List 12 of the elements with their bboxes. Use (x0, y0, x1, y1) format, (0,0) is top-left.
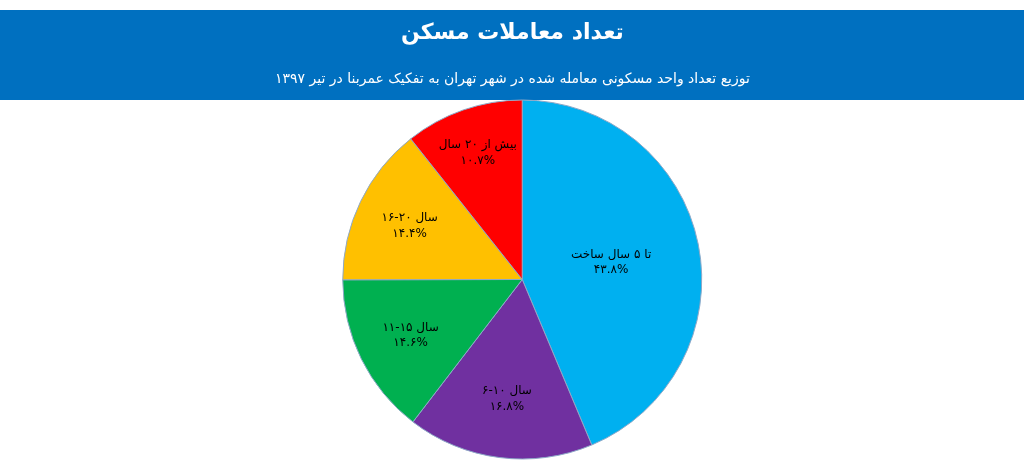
slice-label: ۱۱-۱۵ سال (382, 319, 439, 334)
data-label: ۱۰.۷% (460, 152, 496, 167)
data-label: ۱۴.۴% (392, 225, 427, 240)
data-label: ۱۶.۸% (489, 398, 525, 413)
chart-title: تعداد معاملات مسکن (401, 19, 624, 45)
data-label: ۱۴.۶% (393, 335, 428, 350)
chart-subtitle: توزیع تعداد واحد مسکونی معامله شده در شهر تهران به تفکیک عمربنا در تیر ۱۳۹۷ (275, 70, 750, 87)
slice-label: ۶-۱۰ سال (481, 383, 532, 398)
data-label: ۴۳.۸% (593, 262, 629, 277)
slice-label: تا ۵ سال ساخت (570, 246, 652, 261)
slice-label: بیش از ۲۰ سال (438, 137, 517, 153)
slice-label: ۱۶-۲۰ سال (381, 210, 438, 225)
